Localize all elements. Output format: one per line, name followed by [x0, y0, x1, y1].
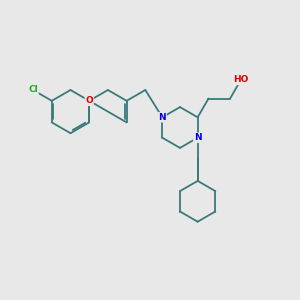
Text: O: O — [85, 96, 93, 105]
Text: N: N — [194, 133, 202, 142]
Text: N: N — [158, 113, 166, 122]
Text: HO: HO — [233, 75, 249, 84]
Text: Cl: Cl — [28, 85, 38, 94]
